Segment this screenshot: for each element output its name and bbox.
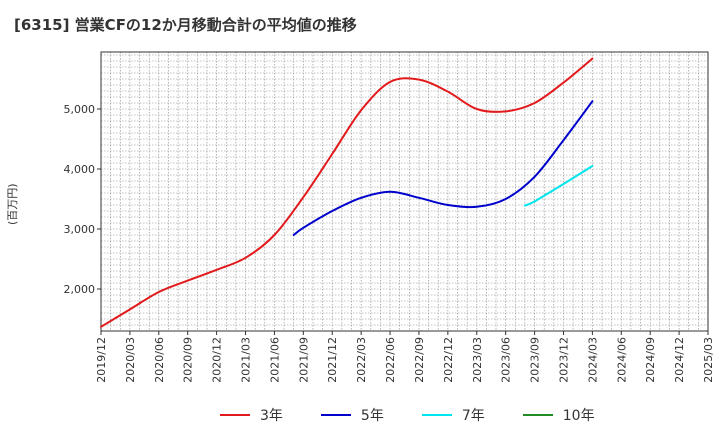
x-tick-label: 2019/12 bbox=[95, 337, 108, 383]
x-tick-label: 2023/03 bbox=[471, 337, 484, 383]
legend-swatch bbox=[320, 414, 351, 416]
series-line-1 bbox=[100, 57, 594, 328]
x-tick-label: 2024/09 bbox=[644, 337, 657, 383]
x-tick-label: 2024/06 bbox=[615, 337, 628, 383]
x-tick-label: 2022/09 bbox=[413, 337, 426, 383]
x-tick-label: 2022/06 bbox=[384, 337, 397, 383]
legend-swatch bbox=[421, 414, 452, 416]
x-tick-label: 2020/12 bbox=[211, 337, 224, 383]
y-tick-label: 5,000 bbox=[64, 103, 96, 116]
legend-item-4: 10年 bbox=[522, 405, 595, 425]
x-tick-label: 2020/06 bbox=[153, 337, 166, 383]
x-tick-label: 2020/09 bbox=[182, 337, 195, 383]
x-tick-label: 2024/03 bbox=[586, 337, 599, 383]
x-tick-label: 2021/06 bbox=[268, 337, 281, 383]
x-tick-label: 2021/12 bbox=[326, 337, 339, 383]
legend-label: 3年 bbox=[260, 408, 283, 424]
y-tick-label: 4,000 bbox=[64, 163, 96, 176]
legend-label: 5年 bbox=[360, 408, 384, 424]
x-tick-label: 2020/03 bbox=[124, 337, 137, 383]
legend-label: 10年 bbox=[562, 408, 595, 424]
x-tick-label: 2025/03 bbox=[702, 337, 715, 383]
series-line-3 bbox=[523, 165, 594, 207]
chart-title: [6315] 営業CFの12か月移動合計の平均値の推移 bbox=[14, 16, 357, 34]
legend-item-2: 5年 bbox=[320, 405, 384, 425]
x-tick-label: 2022/03 bbox=[355, 337, 368, 383]
y-tick-label: 2,000 bbox=[64, 283, 96, 296]
legend-label: 7年 bbox=[461, 408, 485, 424]
x-tick-label: 2021/03 bbox=[240, 337, 253, 383]
legend-item-3: 7年 bbox=[421, 405, 485, 425]
legend-swatch bbox=[522, 414, 553, 416]
x-tick-label: 2023/06 bbox=[500, 337, 513, 383]
x-tick-label: 2022/12 bbox=[442, 337, 455, 383]
x-tick-label: 2023/12 bbox=[558, 337, 571, 383]
y-tick-label: 3,000 bbox=[64, 223, 96, 236]
legend-swatch bbox=[220, 414, 250, 416]
x-tick-label: 2024/12 bbox=[673, 337, 686, 383]
plot-frame bbox=[100, 51, 709, 332]
x-tick-label: 2021/09 bbox=[297, 337, 310, 383]
legend: 3年 5年 7年 10年 bbox=[220, 405, 633, 425]
series-line-2 bbox=[292, 100, 594, 236]
legend-item-1: 3年 bbox=[220, 405, 283, 425]
plot-area bbox=[101, 52, 708, 331]
x-tick-label: 2023/09 bbox=[529, 337, 542, 383]
